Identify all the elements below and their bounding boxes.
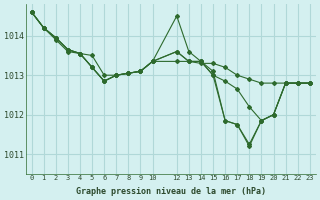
X-axis label: Graphe pression niveau de la mer (hPa): Graphe pression niveau de la mer (hPa) bbox=[76, 187, 266, 196]
